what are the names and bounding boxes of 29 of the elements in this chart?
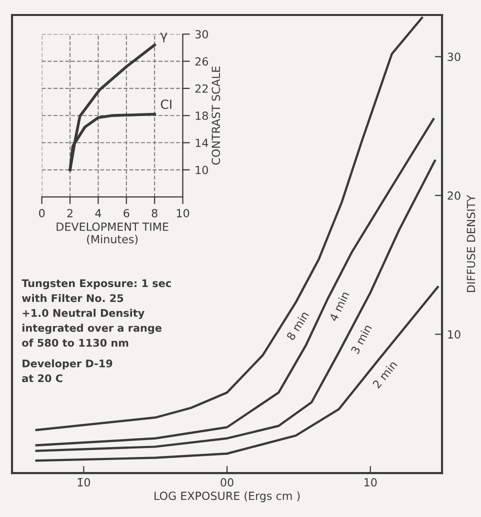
y-tick-label: 10 [196,166,208,174]
y-tick-label: 22 [195,84,208,93]
x-tick-label: 2 [67,208,72,218]
series-label: CI [160,100,172,109]
x-tick-label: 0 [39,208,45,218]
y-tick-label: 26 [195,57,208,66]
y-tick-label: 30 [195,30,208,38]
x-tick-label: 8 [152,208,158,218]
annotation: Tungsten Exposure: 1 sec with Filter No. 25 +1.0 Neutral Density integrated over a range of 580 to 1130 nm [22,279,171,347]
x-tick-label: 1̄0 [78,478,90,487]
y-tick-label: 30 [448,52,460,62]
x-tick-label: 4 [95,209,102,218]
x-tick-label: 10 [364,478,377,487]
y-tick-label: 18 [196,112,208,120]
annotation: Developer D-19 at 20 C [22,359,112,382]
y-tick-label: 14 [196,138,208,147]
y-tick-label: 10 [448,330,460,339]
y-axis-title: CONTRAST SCALE [212,66,220,165]
text: 2 min [372,360,398,389]
text: 4 min [328,290,350,322]
y-axis-title: DIFFUSE DENSITY [466,194,476,292]
x-tick-label: 10 [176,208,190,218]
x-axis-title: DEVELOPMENT TIME (Minutes) [56,222,168,245]
series-label: γ [160,32,168,42]
y-tick-label: 20 [448,191,460,200]
x-axis-title: LOG EXPOSURE (Ergs cm ) [154,491,300,502]
x-tick-label: 6 [124,208,130,218]
x-tick-label: 00 [220,478,234,487]
text: 3 min [350,324,372,354]
